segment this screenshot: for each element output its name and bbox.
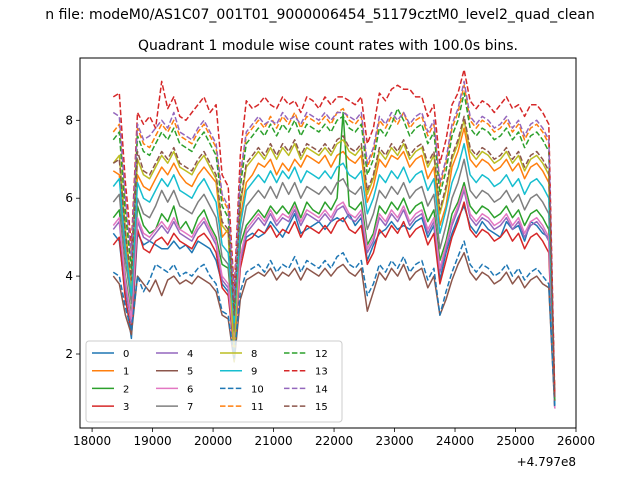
y-axis: 2 4 6 8 bbox=[65, 113, 80, 361]
y-tick-label: 4 bbox=[65, 269, 73, 283]
axes-frame bbox=[79, 57, 577, 429]
legend-label-7: 7 bbox=[187, 402, 193, 413]
y-tick-label: 8 bbox=[65, 113, 73, 127]
x-tick-label: 20000 bbox=[194, 434, 232, 448]
legend-label-3: 3 bbox=[123, 402, 129, 413]
legend-label-13: 13 bbox=[315, 367, 328, 378]
plot-lines bbox=[112, 68, 556, 409]
series-line-8 bbox=[112, 119, 556, 401]
legend-label-6: 6 bbox=[187, 384, 193, 395]
legend-label-5: 5 bbox=[187, 367, 193, 378]
series-line-6 bbox=[112, 185, 556, 409]
legend-label-14: 14 bbox=[315, 384, 328, 395]
chart-title: Quadrant 1 module wise count rates with … bbox=[138, 38, 518, 54]
legend-frame bbox=[85, 340, 343, 423]
legend-label-4: 4 bbox=[187, 349, 193, 360]
legend-label-11: 11 bbox=[251, 402, 264, 413]
legend-label-2: 2 bbox=[123, 384, 129, 395]
x-tick-label: 23000 bbox=[375, 434, 413, 448]
legend-label-0: 0 bbox=[123, 349, 129, 360]
x-axis-offset-label: +4.797e8 bbox=[517, 455, 576, 469]
series-line-5 bbox=[112, 251, 556, 409]
x-tick-label: 26000 bbox=[557, 434, 595, 448]
y-tick-label: 6 bbox=[65, 191, 73, 205]
series-line-13 bbox=[112, 68, 556, 397]
series-line-1 bbox=[112, 127, 556, 401]
x-tick-label: 19000 bbox=[133, 434, 171, 448]
series-line-4 bbox=[112, 189, 556, 409]
series-line-15 bbox=[112, 115, 556, 401]
x-tick-label: 22000 bbox=[315, 434, 353, 448]
legend-label-10: 10 bbox=[251, 384, 264, 395]
legend-label-8: 8 bbox=[251, 349, 257, 360]
legend-label-12: 12 bbox=[315, 349, 328, 360]
series-line-3 bbox=[112, 201, 556, 409]
series-line-11 bbox=[112, 84, 556, 401]
x-axis: 18000 19000 20000 21000 22000 23000 24000 25000… bbox=[73, 428, 595, 448]
legend-label-9: 9 bbox=[251, 367, 257, 378]
series-line-9 bbox=[112, 142, 556, 405]
x-tick-label: 24000 bbox=[436, 434, 474, 448]
x-tick-label: 18000 bbox=[73, 434, 111, 448]
series-line-7 bbox=[112, 158, 556, 405]
x-tick-label: 21000 bbox=[254, 434, 292, 448]
legend-label-1: 1 bbox=[123, 367, 129, 378]
series-line-14 bbox=[112, 80, 556, 401]
x-tick-label: 25000 bbox=[496, 434, 534, 448]
y-tick-label: 2 bbox=[65, 347, 73, 361]
figure-suptitle: n file: modeM0/AS1C07_001T01_9000006454_… bbox=[45, 7, 594, 23]
series-line-2 bbox=[112, 111, 556, 409]
legend-label-15: 15 bbox=[315, 402, 328, 413]
series-line-10 bbox=[112, 240, 556, 409]
